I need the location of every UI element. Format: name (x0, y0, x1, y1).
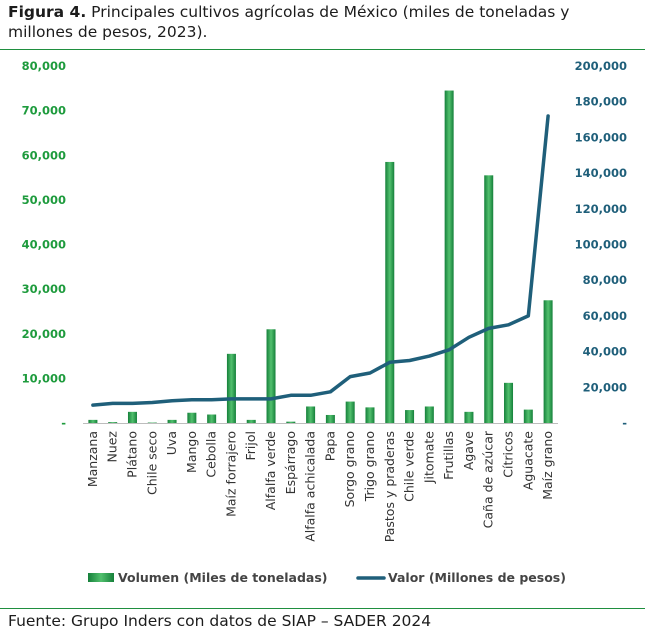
value-line (91, 114, 550, 407)
bar (464, 411, 474, 423)
category-label: Maíz forrajero (223, 431, 238, 517)
bar (266, 329, 276, 423)
figure-caption: Principales cultivos agrícolas de México… (8, 3, 570, 41)
category-label: Manzana (85, 431, 100, 487)
bar (187, 412, 197, 423)
right-axis-tick-label: 100,000 (575, 238, 627, 252)
bar (484, 175, 494, 423)
category-label: Sorgo grano (342, 431, 357, 507)
legend-bar-swatch (88, 573, 114, 582)
left-axis-tick-label: 10,000 (22, 371, 66, 385)
bar (246, 419, 256, 423)
top-rule (0, 49, 645, 50)
combo-chart: - 10,000 20,000 30,000 40,000 50,000 60,000 70,… (22, 59, 628, 585)
category-label: Trigo grano (362, 431, 377, 502)
right-axis-tick-label: 80,000 (583, 273, 627, 287)
left-axis-tick-label: 20,000 (22, 327, 66, 341)
right-axis-tick-label: 140,000 (575, 166, 627, 180)
category-label: Plátano (124, 431, 139, 478)
right-axis-tick-label: 160,000 (575, 130, 627, 144)
right-axis-tick-label: 180,000 (575, 95, 627, 109)
bar (167, 419, 177, 423)
bar (147, 422, 157, 424)
category-label: Chile seco (144, 431, 159, 495)
bar (108, 422, 118, 423)
category-label: Pastos y praderas (382, 431, 397, 542)
left-axis-tick-label: - (61, 416, 66, 430)
left-axis-tick-label: 70,000 (22, 104, 66, 118)
right-axis-tick-label: 200,000 (575, 59, 627, 73)
category-label: Mango (184, 431, 199, 473)
bar (365, 407, 375, 423)
category-label: Frijol (243, 431, 258, 461)
bar (385, 161, 395, 423)
bar (286, 421, 296, 423)
bar (523, 409, 533, 423)
bottom-rule (0, 608, 645, 609)
category-label: Nuez (105, 431, 120, 463)
category-label: Cítricos (501, 431, 516, 478)
bar (405, 410, 415, 423)
category-label: Chile verde (402, 431, 417, 502)
bar (127, 411, 137, 423)
category-label: Jitomate (421, 431, 436, 484)
right-axis-tick-label: 60,000 (583, 309, 627, 323)
bar (543, 300, 553, 423)
bar (88, 419, 98, 423)
bar (226, 353, 236, 423)
category-label: Aguacate (520, 431, 535, 491)
bar (325, 414, 335, 423)
category-label: Alfalfa verde (263, 431, 278, 511)
left-axis-tick-label: 30,000 (22, 282, 66, 296)
category-label: Alfalfa achicalada (303, 431, 318, 542)
category-label: Uva (164, 431, 179, 455)
right-axis-tick-label: 20,000 (583, 380, 627, 394)
category-label: Caña de azúcar (481, 430, 496, 528)
legend-bar-label: Volumen (Miles de toneladas) (118, 570, 327, 585)
bar (424, 406, 434, 423)
bar (345, 401, 355, 423)
right-axis-tick-label: 120,000 (575, 202, 627, 216)
bar (207, 414, 217, 423)
category-label: Papa (322, 431, 337, 461)
source-note: Fuente: Grupo Inders con datos de SIAP –… (8, 612, 432, 630)
left-axis-tick-label: 50,000 (22, 193, 66, 207)
bar (504, 382, 514, 423)
bar (306, 406, 316, 423)
figure-label: Figura 4. (8, 3, 87, 21)
category-label: Espárrago (283, 431, 298, 494)
category-label: Cebolla (204, 431, 219, 478)
right-axis-tick-label: - (622, 416, 627, 430)
left-axis-tick-label: 40,000 (22, 238, 66, 252)
left-axis-tick-label: 80,000 (22, 59, 66, 73)
category-label: Agave (461, 431, 476, 471)
bar (444, 90, 454, 423)
category-label: Frutillas (441, 431, 456, 480)
right-axis-tick-label: 40,000 (583, 345, 627, 359)
left-axis-tick-label: 60,000 (22, 148, 66, 162)
category-label: Maíz grano (540, 431, 555, 500)
figure-title: Figura 4. Principales cultivos agrícolas… (8, 2, 636, 42)
legend-line-label: Valor (Millones de pesos) (388, 570, 566, 585)
